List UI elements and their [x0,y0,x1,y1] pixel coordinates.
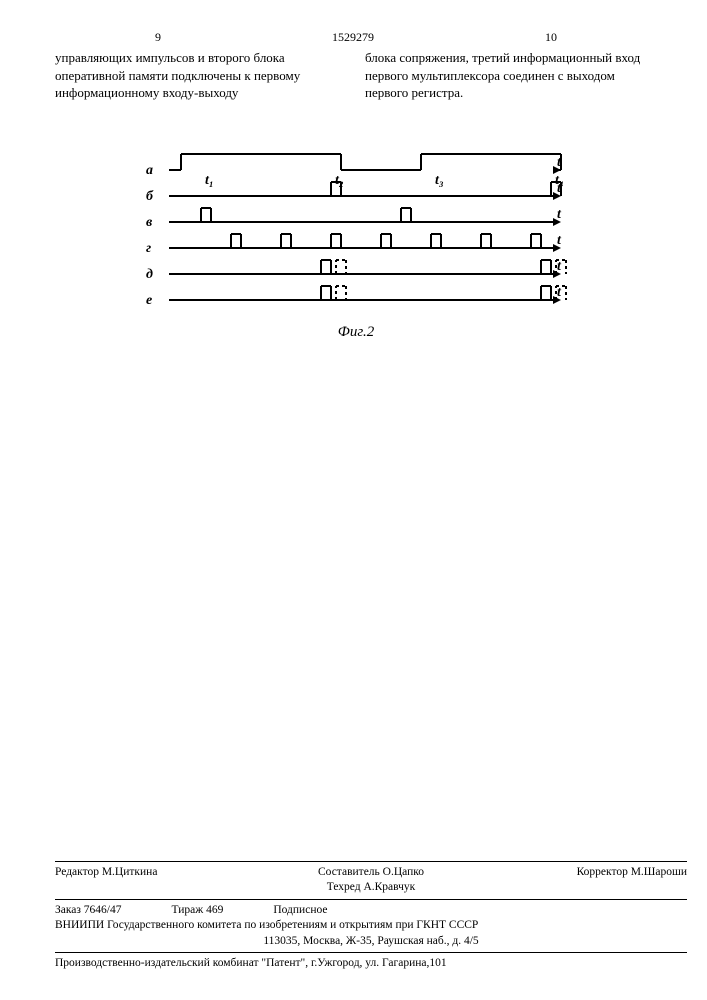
svg-text:д: д [146,267,153,282]
org2: Производственно-издательский комбинат "П… [55,956,687,972]
svg-text:в: в [146,215,153,230]
timing-diagram: аtt₁t₂t₃t₄бtвtгtдtеt Фиг.2 [141,142,571,341]
timing-diagram-svg: аtt₁t₂t₃t₄бtвtгtдtеt [141,142,571,317]
svg-text:е: е [146,293,152,308]
svg-text:г: г [146,241,151,256]
svg-text:б: б [146,189,154,204]
doc-number: 1529279 [332,30,374,45]
org1-addr: 113035, Москва, Ж-35, Раушская наб., д. … [55,934,687,950]
body-col-right: блока сопряжения, третий информационный … [365,49,657,102]
svg-text:а: а [146,163,153,178]
body-columns: управляющих импульсов и второго блока оп… [55,49,657,102]
page-left-number: 9 [155,30,161,45]
corrector: Корректор М.Шароши [476,865,687,896]
order: Заказ 7646/47 [55,903,122,919]
svg-text:t₂: t₂ [335,173,344,188]
page-header: 9 1529279 10 [55,30,657,45]
org1: ВНИИПИ Государственного комитета по изоб… [55,918,687,934]
svg-text:t: t [557,285,562,300]
svg-text:t: t [557,259,562,274]
page-right-number: 10 [545,30,557,45]
svg-text:t₃: t₃ [435,173,444,188]
podpisnoe: Подписное [273,903,327,919]
figure-caption: Фиг.2 [141,324,571,341]
editor: Редактор М.Циткина [55,865,266,896]
svg-text:t₁: t₁ [205,173,214,188]
footer: Редактор М.Циткина Составитель О.Цапко Т… [55,858,687,972]
body-col-left: управляющих импульсов и второго блока оп… [55,49,347,102]
tehred: Техред А.Кравчук [327,881,416,893]
tirazh: Тираж 469 [172,903,224,919]
svg-text:t: t [557,207,562,222]
sostavitel: Составитель О.Цапко [318,866,424,878]
svg-text:t: t [557,233,562,248]
